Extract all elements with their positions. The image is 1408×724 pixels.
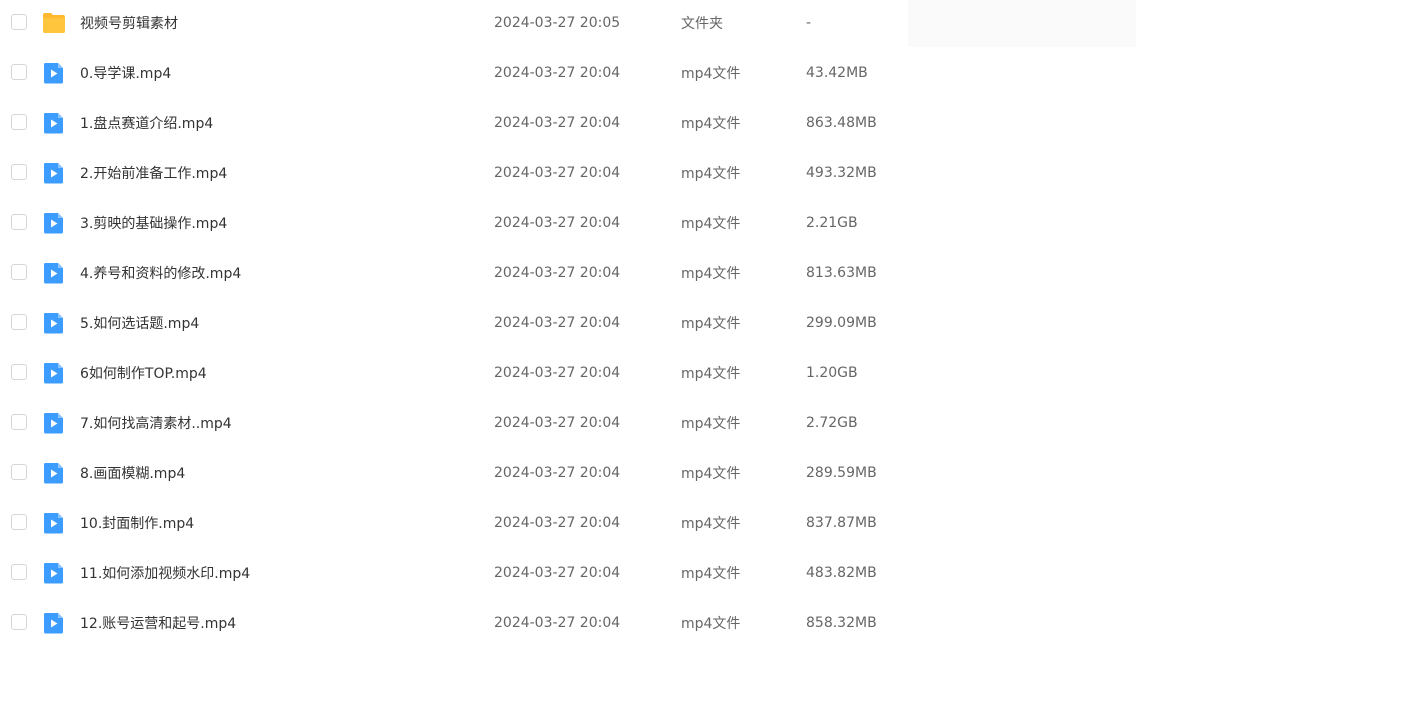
file-row[interactable]: 6如何制作TOP.mp4 2024-03-27 20:04 mp4文件 1.20GB <box>0 348 1408 398</box>
file-size: 299.09MB <box>806 315 877 331</box>
file-type: mp4文件 <box>681 116 741 132</box>
file-size: 493.32MB <box>806 165 877 181</box>
video-file-icon <box>42 161 66 185</box>
file-name[interactable]: 4.养号和资料的修改.mp4 <box>80 266 242 282</box>
folder-icon <box>42 11 66 35</box>
file-name[interactable]: 11.如何添加视频水印.mp4 <box>80 566 251 582</box>
file-name[interactable]: 1.盘点赛道介绍.mp4 <box>80 116 214 132</box>
file-name[interactable]: 2.开始前准备工作.mp4 <box>80 166 228 182</box>
row-checkbox[interactable] <box>11 64 27 80</box>
row-checkbox[interactable] <box>11 564 27 580</box>
file-name[interactable]: 5.如何选话题.mp4 <box>80 316 200 332</box>
modified-time: 2024-03-27 20:04 <box>494 565 621 581</box>
file-name[interactable]: 视频号剪辑素材 <box>80 16 178 32</box>
file-name[interactable]: 3.剪映的基础操作.mp4 <box>80 216 228 232</box>
file-type: mp4文件 <box>681 266 741 282</box>
file-size: 483.82MB <box>806 565 877 581</box>
file-name[interactable]: 6如何制作TOP.mp4 <box>80 366 207 382</box>
file-row[interactable]: 8.画面模糊.mp4 2024-03-27 20:04 mp4文件 289.59MB <box>0 448 1408 498</box>
row-checkbox[interactable] <box>11 414 27 430</box>
file-name[interactable]: 0.导学课.mp4 <box>80 66 172 82</box>
file-name[interactable]: 7.如何找高清素材..mp4 <box>80 416 232 432</box>
modified-time: 2024-03-27 20:04 <box>494 615 621 631</box>
file-type: mp4文件 <box>681 66 741 82</box>
file-type: mp4文件 <box>681 366 741 382</box>
file-type: mp4文件 <box>681 416 741 432</box>
video-file-icon <box>42 361 66 385</box>
file-type: mp4文件 <box>681 516 741 532</box>
file-size: 2.21GB <box>806 215 858 231</box>
file-row[interactable]: 0.导学课.mp4 2024-03-27 20:04 mp4文件 43.42MB <box>0 48 1408 98</box>
file-size: 289.59MB <box>806 465 877 481</box>
modified-time: 2024-03-27 20:04 <box>494 65 621 81</box>
file-row[interactable]: 1.盘点赛道介绍.mp4 2024-03-27 20:04 mp4文件 863.48M… <box>0 98 1408 148</box>
file-size: 837.87MB <box>806 515 877 531</box>
file-row[interactable]: 12.账号运营和起号.mp4 2024-03-27 20:04 mp4文件 858.3… <box>0 598 1408 648</box>
modified-time: 2024-03-27 20:04 <box>494 315 621 331</box>
modified-time: 2024-03-27 20:04 <box>494 115 621 131</box>
row-checkbox[interactable] <box>11 14 27 30</box>
video-file-icon <box>42 561 66 585</box>
file-name[interactable]: 8.画面模糊.mp4 <box>80 466 186 482</box>
row-checkbox[interactable] <box>11 464 27 480</box>
file-size: - <box>806 15 812 31</box>
video-file-icon <box>42 611 66 635</box>
file-type: mp4文件 <box>681 166 741 182</box>
file-name[interactable]: 10.封面制作.mp4 <box>80 516 195 532</box>
modified-time: 2024-03-27 20:04 <box>494 415 621 431</box>
file-size: 43.42MB <box>806 65 868 81</box>
file-size: 863.48MB <box>806 115 877 131</box>
row-checkbox[interactable] <box>11 214 27 230</box>
modified-time: 2024-03-27 20:04 <box>494 515 621 531</box>
file-size: 858.32MB <box>806 615 877 631</box>
row-checkbox[interactable] <box>11 114 27 130</box>
file-list: 视频号剪辑素材 2024-03-27 20:05 文件夹 - 0.导学课.mp4 2024… <box>0 0 1408 648</box>
video-file-icon <box>42 411 66 435</box>
modified-time: 2024-03-27 20:04 <box>494 365 621 381</box>
row-checkbox[interactable] <box>11 164 27 180</box>
video-file-icon <box>42 311 66 335</box>
file-name[interactable]: 12.账号运营和起号.mp4 <box>80 616 237 632</box>
file-row[interactable]: 2.开始前准备工作.mp4 2024-03-27 20:04 mp4文件 493.32… <box>0 148 1408 198</box>
file-size: 2.72GB <box>806 415 858 431</box>
modified-time: 2024-03-27 20:04 <box>494 215 621 231</box>
video-file-icon <box>42 211 66 235</box>
file-type: mp4文件 <box>681 466 741 482</box>
modified-time: 2024-03-27 20:04 <box>494 165 621 181</box>
file-row[interactable]: 10.封面制作.mp4 2024-03-27 20:04 mp4文件 837.87MB <box>0 498 1408 548</box>
row-checkbox[interactable] <box>11 514 27 530</box>
video-file-icon <box>42 261 66 285</box>
file-size: 813.63MB <box>806 265 877 281</box>
file-type: mp4文件 <box>681 216 741 232</box>
video-file-icon <box>42 111 66 135</box>
file-size: 1.20GB <box>806 365 858 381</box>
file-row[interactable]: 7.如何找高清素材..mp4 2024-03-27 20:04 mp4文件 2.72G… <box>0 398 1408 448</box>
row-checkbox[interactable] <box>11 614 27 630</box>
modified-time: 2024-03-27 20:04 <box>494 265 621 281</box>
video-file-icon <box>42 61 66 85</box>
row-checkbox[interactable] <box>11 364 27 380</box>
video-file-icon <box>42 511 66 535</box>
file-row[interactable]: 11.如何添加视频水印.mp4 2024-03-27 20:04 mp4文件 483.… <box>0 548 1408 598</box>
file-type: 文件夹 <box>681 16 723 32</box>
modified-time: 2024-03-27 20:04 <box>494 465 621 481</box>
file-type: mp4文件 <box>681 316 741 332</box>
modified-time: 2024-03-27 20:05 <box>494 15 621 31</box>
row-checkbox[interactable] <box>11 264 27 280</box>
row-checkbox[interactable] <box>11 314 27 330</box>
video-file-icon <box>42 461 66 485</box>
file-row[interactable]: 5.如何选话题.mp4 2024-03-27 20:04 mp4文件 299.09MB <box>0 298 1408 348</box>
file-type: mp4文件 <box>681 616 741 632</box>
file-row[interactable]: 4.养号和资料的修改.mp4 2024-03-27 20:04 mp4文件 813.6… <box>0 248 1408 298</box>
row-hover-highlight <box>908 0 1136 47</box>
file-row[interactable]: 视频号剪辑素材 2024-03-27 20:05 文件夹 - <box>0 0 1408 48</box>
file-type: mp4文件 <box>681 566 741 582</box>
file-row[interactable]: 3.剪映的基础操作.mp4 2024-03-27 20:04 mp4文件 2.21GB <box>0 198 1408 248</box>
